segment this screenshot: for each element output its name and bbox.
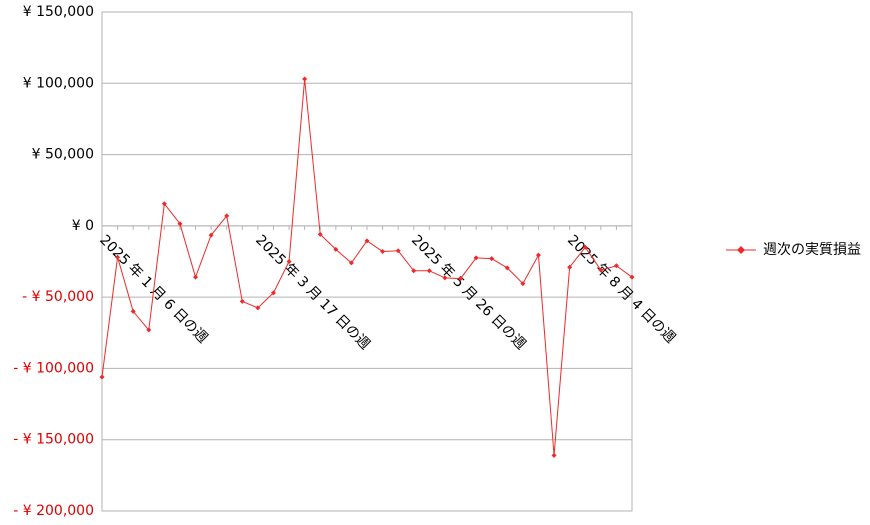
data-point xyxy=(239,298,245,304)
data-point xyxy=(161,201,167,207)
data-point xyxy=(348,260,354,266)
x-tick-label: 2025 年 3 月 17 日の週 xyxy=(252,232,373,353)
data-point xyxy=(504,265,510,271)
data-point xyxy=(395,248,401,254)
y-tick-label: - ¥ 200,000 xyxy=(13,503,94,519)
y-tick-label: ¥ 100,000 xyxy=(23,75,94,91)
x-tick-label: 2025 年 8 月 4 日の週 xyxy=(564,232,678,346)
data-point xyxy=(426,268,432,274)
y-tick-label: ¥ 150,000 xyxy=(23,4,94,20)
data-point xyxy=(520,281,526,287)
data-point xyxy=(442,275,448,281)
data-point xyxy=(629,274,635,280)
data-point xyxy=(317,231,323,237)
data-point xyxy=(473,255,479,261)
x-tick-label: 2025 年 5 月 26 日の週 xyxy=(408,232,529,353)
y-tick-label: - ¥ 50,000 xyxy=(22,289,94,305)
data-point xyxy=(551,452,557,458)
legend-marker xyxy=(737,246,745,254)
data-point xyxy=(598,267,604,273)
data-point xyxy=(567,264,573,270)
data-point xyxy=(582,244,588,250)
data-point xyxy=(364,238,370,244)
data-point xyxy=(458,276,464,282)
y-tick-label: ¥ 0 xyxy=(72,218,94,234)
data-point xyxy=(535,252,541,258)
y-tick-label: - ¥ 100,000 xyxy=(13,360,94,376)
data-point xyxy=(99,374,105,380)
data-point xyxy=(613,263,619,269)
data-point xyxy=(177,221,183,227)
data-point xyxy=(208,232,214,238)
data-point xyxy=(193,274,199,280)
y-tick-label: - ¥ 150,000 xyxy=(13,432,94,448)
data-point xyxy=(130,308,136,314)
data-point xyxy=(411,268,417,274)
legend-label: 週次の実質損益 xyxy=(763,242,861,258)
data-point xyxy=(380,249,386,255)
data-point xyxy=(255,305,261,311)
data-point xyxy=(302,76,308,82)
data-point xyxy=(115,254,121,260)
data-point xyxy=(333,246,339,252)
data-point xyxy=(270,290,276,296)
y-tick-label: ¥ 50,000 xyxy=(32,147,94,163)
data-point xyxy=(489,256,495,262)
data-point xyxy=(286,259,292,264)
data-point xyxy=(224,213,230,219)
series-line xyxy=(101,78,633,456)
data-point xyxy=(146,327,152,333)
